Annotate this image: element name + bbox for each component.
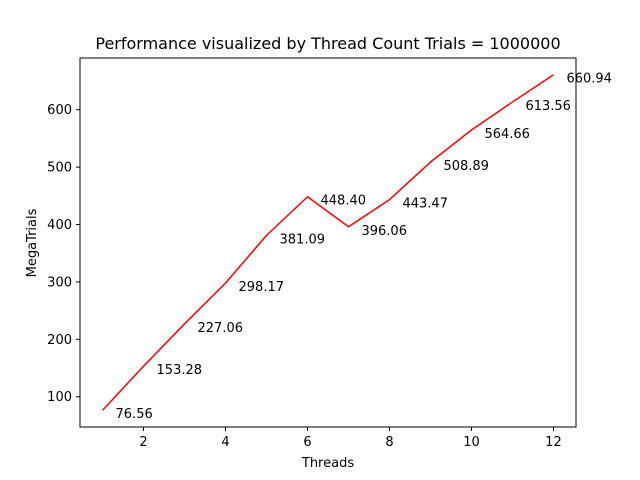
data-label: 298.17: [239, 280, 285, 295]
data-label: 153.28: [157, 363, 203, 378]
data-label: 613.56: [525, 99, 571, 114]
data-label: 564.66: [484, 127, 530, 142]
data-label: 660.94: [566, 72, 612, 87]
x-tick-label: 6: [303, 435, 311, 450]
data-label: 76.56: [116, 407, 153, 422]
y-tick-label: 100: [47, 390, 72, 405]
x-tick-label: 12: [545, 435, 562, 450]
series-layer: [102, 74, 554, 411]
data-label: 381.09: [280, 232, 326, 247]
y-tick-label: 500: [47, 161, 72, 176]
y-tick-label: 200: [47, 333, 72, 348]
x-tick-label: 2: [139, 435, 147, 450]
y-tick-label: 400: [47, 218, 72, 233]
x-tick-label: 4: [221, 435, 229, 450]
data-label: 448.40: [321, 194, 367, 209]
x-axis-label: Threads: [301, 456, 354, 471]
y-tick-label: 300: [47, 275, 72, 290]
data-label: 508.89: [443, 159, 489, 174]
plot-frame: [79, 57, 577, 428]
y-tick-label: 600: [47, 103, 72, 118]
axis-ticks: 2 4 6 8 10 12 100 200 300 400 500 600: [47, 103, 562, 450]
data-labels: 76.56 153.28 227.06 298.17 381.09 448.40 396.0…: [116, 72, 612, 422]
series-line: [102, 74, 554, 411]
x-tick-label: 8: [385, 435, 393, 450]
chart-title: Performance visualized by Thread Count T…: [95, 34, 560, 53]
x-tick-label: 10: [463, 435, 480, 450]
data-label: 227.06: [198, 321, 244, 336]
y-axis-label: MegaTrials: [25, 208, 40, 277]
data-label: 443.47: [402, 197, 448, 212]
data-label: 396.06: [361, 224, 407, 239]
